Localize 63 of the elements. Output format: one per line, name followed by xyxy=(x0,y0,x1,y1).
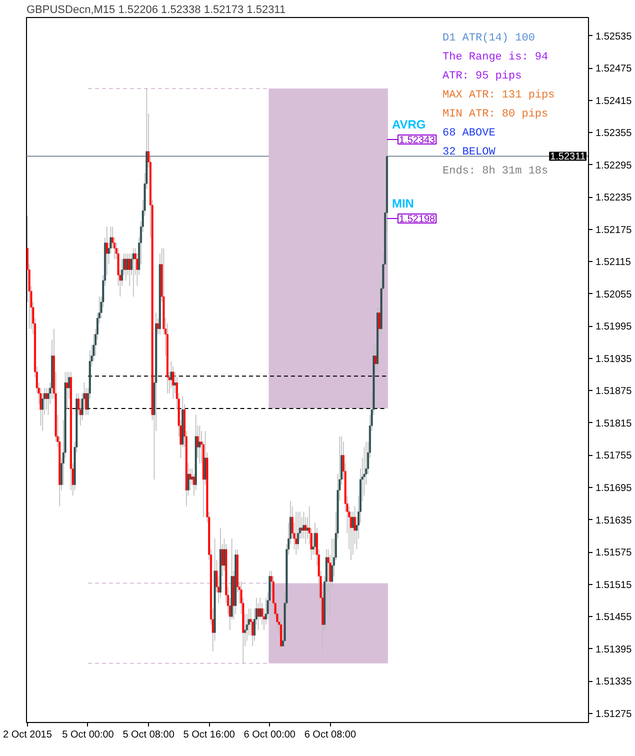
annotation: The Range is: 94 xyxy=(442,52,549,64)
x-tick-label: 5 Oct 16:00 xyxy=(183,730,236,740)
annotation: 1.52343 xyxy=(398,135,436,146)
y-tick-label: 1.52115 xyxy=(596,257,632,268)
candlestick xyxy=(113,236,116,260)
candlestick xyxy=(128,253,131,286)
candlestick xyxy=(58,436,61,507)
y-tick-label: 1.52475 xyxy=(596,64,632,75)
candlestick xyxy=(112,226,114,249)
y-tick-label: 1.52175 xyxy=(596,224,632,236)
y-tick-label: 1.51515 xyxy=(596,580,632,591)
candlestick xyxy=(106,226,108,276)
candlestick xyxy=(92,334,95,362)
y-tick-label: 1.52535 xyxy=(596,31,632,42)
annotation: ATR: 95 pips xyxy=(442,70,522,82)
y-tick-label: 1.51755 xyxy=(596,450,632,462)
x-tick-label: 2 Oct 2015 xyxy=(2,730,52,740)
y-tick-label: 1.52415 xyxy=(596,96,632,107)
annotation: 68 ABOVE xyxy=(442,128,496,140)
y-tick-label: 1.51815 xyxy=(596,418,632,430)
candlestick xyxy=(314,522,316,556)
x-tick-label: 6 Oct 08:00 xyxy=(304,730,356,740)
x-tick-label: 5 Oct 00:00 xyxy=(62,730,114,740)
candlestick xyxy=(66,371,68,410)
candlestick xyxy=(78,392,80,416)
candlestick xyxy=(295,511,298,556)
y-tick-label: 1.51635 xyxy=(596,515,632,526)
annotation: 1.52198 xyxy=(398,214,436,225)
candlestick xyxy=(124,253,127,281)
annotation: AVRG xyxy=(392,118,426,132)
y-tick-label: 1.51455 xyxy=(596,612,632,624)
candlestick xyxy=(374,344,377,372)
candlestick xyxy=(228,597,231,630)
y-tick-label: 1.51695 xyxy=(596,483,632,494)
annotation: 32 BELOW xyxy=(442,146,496,158)
y-tick-label: 1.51935 xyxy=(596,354,632,365)
ref-line-label: 1.52311 xyxy=(550,152,586,163)
x-tick-label: 5 Oct 08:00 xyxy=(122,730,175,740)
candlestick xyxy=(162,248,165,335)
y-tick-label: 1.51575 xyxy=(596,548,632,559)
y-tick-label: 1.51875 xyxy=(596,386,632,398)
candlestick xyxy=(378,306,380,340)
candlestick xyxy=(136,253,138,286)
y-tick-label: 1.51335 xyxy=(596,676,632,688)
candlestick xyxy=(250,608,252,636)
y-tick-label: 1.51275 xyxy=(596,708,632,720)
y-tick-label: 1.51995 xyxy=(596,322,632,333)
annotation: Ends: 8h 31m 18s xyxy=(442,166,548,178)
annotation: D1 ATR(14) 100 xyxy=(442,32,535,44)
annotation: MIN ATR: 80 pips xyxy=(442,108,548,120)
candlestick xyxy=(198,425,201,464)
chart-title: GBPUSDecn,M15 1.52206 1.52338 1.52173 1.52311 xyxy=(26,4,286,16)
x-tick-label: 6 Oct 00:00 xyxy=(244,730,296,740)
y-tick-label: 1.52295 xyxy=(596,160,632,172)
annotation: MAX ATR: 131 pips xyxy=(442,90,555,102)
candlestick xyxy=(272,576,274,614)
y-tick-label: 1.52055 xyxy=(596,289,632,300)
annotation: MIN xyxy=(392,196,414,210)
y-tick-label: 1.51395 xyxy=(596,644,632,656)
candlestick xyxy=(42,392,44,432)
y-tick-label: 1.52355 xyxy=(596,128,632,140)
candlestick xyxy=(132,248,134,298)
y-tick-label: 1.52235 xyxy=(596,192,632,204)
